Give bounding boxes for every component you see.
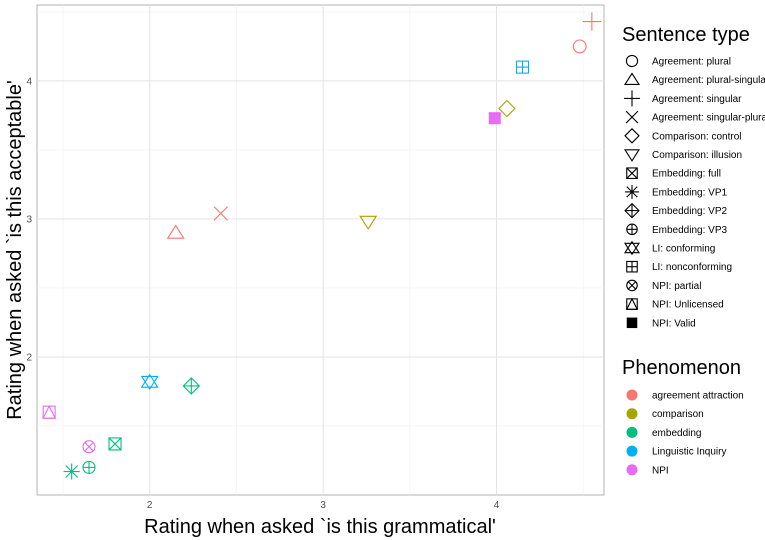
shape-legend-item: Comparison: illusion: [623, 149, 742, 162]
color-legend-key: [626, 445, 638, 457]
shape-legend-key: [625, 54, 639, 68]
point-embedding-full: [108, 437, 122, 451]
shape-legend-item: Embedding: VP3: [626, 223, 727, 236]
y-tick-label: 4: [26, 76, 32, 87]
point-agreement-plural-singular: [166, 224, 185, 239]
shape-legend-item: Agreement: plural-singular: [623, 72, 765, 86]
shape-legend-label: NPI: Valid: [652, 318, 696, 329]
shape-legend-label: LI: nonconforming: [652, 262, 732, 273]
color-legend-label: embedding: [652, 428, 701, 439]
shape-legend-key: [626, 260, 638, 273]
point-npi-valid: [488, 112, 501, 125]
shape-legend-key: [626, 167, 638, 179]
shape-legend-key: [625, 297, 639, 310]
shape-legend-key: [625, 110, 639, 124]
shape-legend-label: NPI: Unlicensed: [652, 300, 724, 311]
shape-legend-item: LI: nonconforming: [626, 260, 732, 273]
shape-legend-label: Agreement: plural-singular: [652, 75, 765, 86]
shape-legend-key: [623, 90, 641, 107]
shape-legend-item: Agreement: singular-plural: [625, 110, 765, 124]
shape-legend: Agreement: plural Agreement: plural-singu…: [623, 54, 765, 329]
point-comparison-control: [498, 99, 516, 118]
shape-legend-key: [624, 128, 640, 144]
color-legend-label: comparison: [652, 409, 704, 420]
point-comparison-illusion: [359, 215, 378, 230]
shape-legend-label: Agreement: plural: [652, 57, 731, 68]
shape-legend-label: Comparison: control: [652, 131, 741, 142]
color-legend-label: NPI: [652, 465, 669, 476]
point-embedding-vp2: [182, 377, 201, 395]
color-legend-key: [626, 408, 638, 420]
x-tick-label: 3: [320, 500, 326, 511]
y-axis-title: Rating when asked `is this acceptable': [4, 80, 26, 420]
shape-legend-label: Embedding: VP3: [652, 225, 727, 236]
shape-legend-item: Embedding: full: [626, 167, 721, 180]
x-tick-label: 2: [147, 500, 153, 511]
y-tick-label: 2: [26, 352, 32, 363]
grid-lines: [37, 5, 604, 495]
shape-legend-key: [623, 149, 641, 162]
color-legend-item: embedding: [626, 426, 701, 439]
shape-legend-item: Embedding: VP2: [624, 202, 727, 219]
x-tick-label: 4: [494, 500, 500, 511]
color-legend-key: [626, 426, 638, 438]
y-tick-label: 3: [26, 214, 32, 225]
shape-legend-key: [626, 223, 638, 236]
point-agreement-singular-plural: [213, 206, 228, 221]
shape-legend-label: Agreement: singular: [652, 94, 742, 105]
color-legend: agreement attraction comparison embedding L…: [626, 389, 744, 476]
color-legend-key: [626, 389, 638, 401]
shape-legend-key: [624, 202, 640, 219]
shape-legend-item: NPI: Unlicensed: [625, 297, 724, 311]
point-li-nonconforming: [515, 60, 530, 74]
shape-legend-title: Sentence type: [622, 24, 750, 46]
color-legend-label: Linguistic Inquiry: [652, 447, 726, 458]
point-li-conforming: [140, 373, 159, 391]
shape-legend-item: Agreement: singular: [623, 90, 742, 107]
shape-legend-label: Embedding: full: [652, 169, 721, 180]
color-legend-item: comparison: [626, 408, 704, 420]
shape-legend-label: Comparison: illusion: [652, 150, 742, 161]
point-agreement-plural: [572, 39, 587, 54]
color-legend-key: [626, 464, 638, 476]
shape-legend-label: Agreement: singular-plural: [652, 113, 765, 124]
color-legend-item: Linguistic Inquiry: [626, 445, 726, 458]
point-npi-partial: [82, 440, 96, 454]
shape-legend-key: [623, 240, 641, 256]
shape-legend-key: [626, 279, 638, 292]
shape-legend-item: Agreement: plural: [625, 54, 731, 68]
shape-legend-label: NPI: partial: [652, 281, 701, 292]
color-legend-item: agreement attraction: [626, 389, 744, 402]
shape-legend-label: Embedding: VP1: [652, 187, 727, 198]
color-legend-item: NPI: [626, 464, 669, 476]
point-embedding-vp3: [82, 460, 96, 474]
shape-legend-item: Embedding: VP1: [625, 184, 727, 199]
shape-legend-item: Comparison: control: [624, 128, 741, 144]
shape-legend-item: NPI: partial: [626, 279, 701, 292]
x-axis-title: Rating when asked `is this grammatical': [144, 516, 496, 538]
shape-legend-label: LI: conforming: [652, 244, 715, 255]
tick-labels: 2 3 4 2 3 4: [26, 76, 499, 511]
point-npi-unlicensed: [42, 404, 57, 419]
shape-legend-key: [626, 317, 638, 329]
data-points: [42, 12, 602, 480]
color-legend-title: Phenomenon: [622, 357, 741, 379]
shape-legend-key: [625, 184, 639, 199]
plot-panel: [36, 4, 605, 496]
shape-legend-item: NPI: Valid: [626, 317, 696, 329]
color-legend-label: agreement attraction: [652, 391, 744, 402]
shape-legend-key: [623, 72, 641, 85]
point-agreement-singular: [582, 12, 602, 31]
shape-legend-item: LI: conforming: [623, 240, 715, 256]
shape-legend-label: Embedding: VP2: [652, 206, 727, 217]
point-embedding-vp1: [63, 463, 80, 480]
